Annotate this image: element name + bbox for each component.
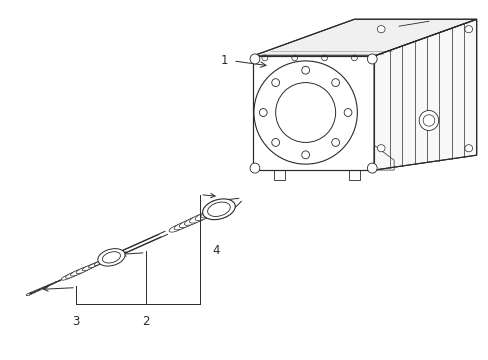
Ellipse shape bbox=[189, 214, 207, 223]
Ellipse shape bbox=[98, 249, 125, 266]
Ellipse shape bbox=[249, 54, 259, 64]
Ellipse shape bbox=[102, 252, 120, 263]
Ellipse shape bbox=[174, 221, 190, 230]
Ellipse shape bbox=[94, 261, 103, 265]
Ellipse shape bbox=[464, 26, 471, 33]
Ellipse shape bbox=[184, 216, 201, 225]
Polygon shape bbox=[373, 19, 476, 170]
Ellipse shape bbox=[82, 265, 94, 271]
Ellipse shape bbox=[195, 212, 212, 221]
Ellipse shape bbox=[366, 163, 376, 173]
Ellipse shape bbox=[464, 145, 471, 152]
Ellipse shape bbox=[377, 145, 385, 152]
Ellipse shape bbox=[201, 209, 217, 218]
Polygon shape bbox=[252, 56, 373, 170]
Ellipse shape bbox=[422, 115, 434, 126]
Ellipse shape bbox=[179, 219, 196, 228]
Ellipse shape bbox=[65, 271, 79, 278]
Ellipse shape bbox=[76, 267, 90, 274]
Ellipse shape bbox=[61, 274, 73, 280]
Text: 1: 1 bbox=[220, 54, 227, 67]
Ellipse shape bbox=[88, 263, 99, 268]
Ellipse shape bbox=[99, 258, 109, 263]
Ellipse shape bbox=[275, 82, 335, 143]
Ellipse shape bbox=[253, 61, 357, 164]
Text: 2: 2 bbox=[142, 315, 149, 328]
Ellipse shape bbox=[206, 207, 223, 215]
Ellipse shape bbox=[377, 26, 385, 33]
Text: 4: 4 bbox=[212, 244, 220, 257]
Ellipse shape bbox=[366, 54, 376, 64]
Ellipse shape bbox=[103, 255, 115, 261]
Ellipse shape bbox=[207, 202, 230, 216]
Text: 3: 3 bbox=[72, 315, 80, 328]
Ellipse shape bbox=[70, 269, 85, 276]
Ellipse shape bbox=[202, 199, 235, 220]
Ellipse shape bbox=[418, 111, 438, 130]
Polygon shape bbox=[252, 19, 476, 56]
Ellipse shape bbox=[169, 224, 184, 232]
Ellipse shape bbox=[249, 163, 259, 173]
